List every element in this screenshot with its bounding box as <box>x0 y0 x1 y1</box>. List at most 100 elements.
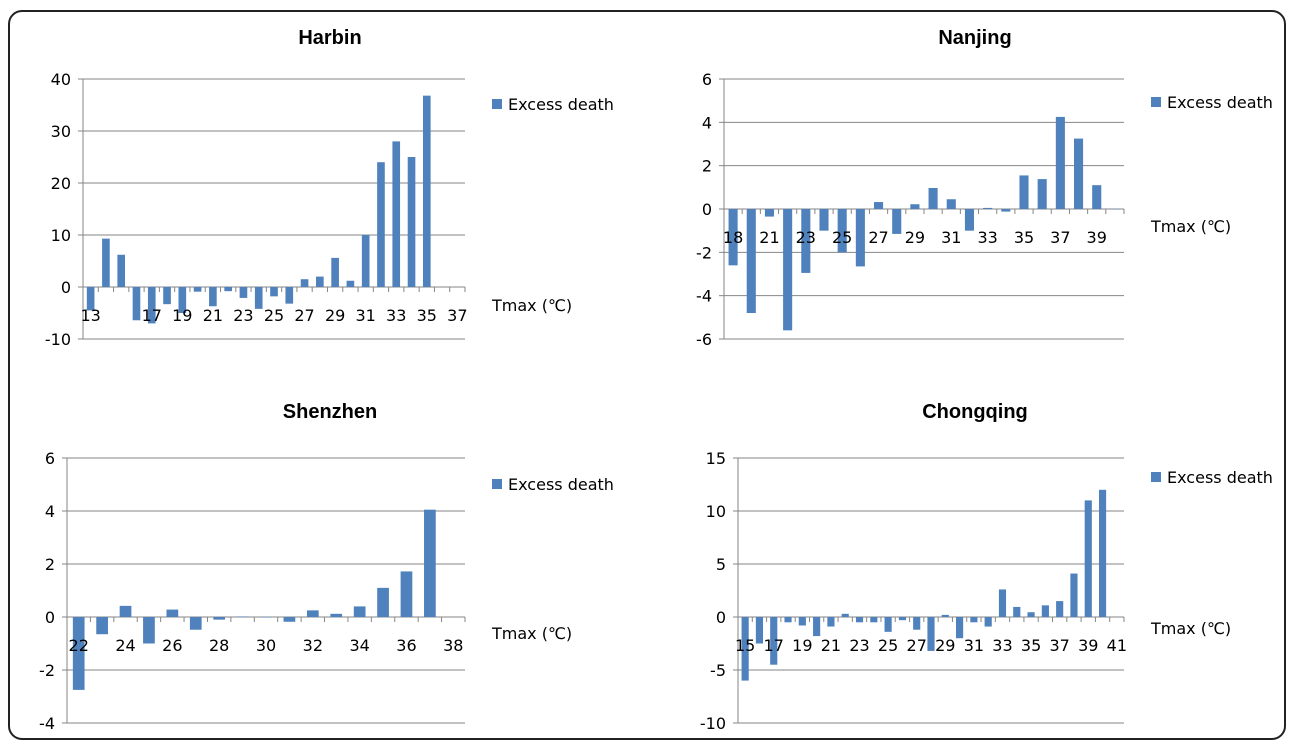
x-tick-label: 25 <box>832 228 852 247</box>
bar <box>746 209 756 313</box>
x-tick-label: 18 <box>723 228 743 247</box>
bar <box>270 287 278 297</box>
bar <box>236 616 249 617</box>
bar <box>316 276 324 287</box>
x-tick-label: 26 <box>162 636 182 655</box>
x-tick-label: 37 <box>1050 228 1070 247</box>
x-tick-label: 36 <box>396 636 416 655</box>
x-tick-label: 39 <box>1087 228 1107 247</box>
bar <box>819 209 829 231</box>
x-tick-label: 27 <box>907 636 927 655</box>
bar <box>755 617 764 644</box>
bar <box>783 209 793 331</box>
bar <box>117 254 126 287</box>
y-tick-label: 0 <box>716 608 726 627</box>
bar <box>1027 612 1035 617</box>
bar <box>102 238 110 287</box>
bar <box>870 617 878 623</box>
x-axis-title: Tmax (℃) <box>1150 619 1231 638</box>
x-tick-label: 41 <box>1107 636 1127 655</box>
y-tick-label: 20 <box>51 174 71 193</box>
legend: Excess death <box>492 475 614 494</box>
legend-swatch <box>492 479 502 489</box>
bar <box>910 204 920 209</box>
legend: Excess death <box>1151 468 1273 487</box>
bar <box>837 209 847 253</box>
x-axis-title: Tmax (℃) <box>491 624 572 643</box>
y-tick-label: -4 <box>39 714 55 733</box>
bar <box>798 617 806 626</box>
x-tick-label: 29 <box>325 306 345 325</box>
bar <box>283 617 296 622</box>
bar <box>193 287 202 292</box>
bar <box>927 617 935 651</box>
bar <box>983 207 993 209</box>
y-tick-label: 6 <box>45 449 55 468</box>
bar <box>209 287 217 307</box>
bar <box>132 287 141 321</box>
bar <box>827 617 835 627</box>
bar <box>163 287 171 305</box>
x-tick-label: 37 <box>1049 636 1069 655</box>
x-tick-label: 33 <box>992 636 1012 655</box>
y-tick-label: 2 <box>702 157 712 176</box>
bar <box>189 617 202 630</box>
bar <box>1070 573 1078 617</box>
x-tick-label: 28 <box>209 636 229 655</box>
bar <box>213 617 226 620</box>
chart-title: Harbin <box>298 27 361 49</box>
chart-title: Nanjing <box>938 27 1011 49</box>
y-tick-label: 10 <box>51 226 71 245</box>
x-tick-label: 29 <box>905 228 925 247</box>
bar <box>1019 175 1029 209</box>
y-tick-label: 0 <box>61 278 71 297</box>
bar <box>330 613 343 617</box>
y-tick-label: 30 <box>51 122 71 141</box>
bar <box>1074 138 1084 209</box>
chart-title: Chongqing <box>922 401 1028 423</box>
bar <box>306 610 319 617</box>
y-tick-label: 5 <box>716 555 726 574</box>
x-tick-label: 38 <box>443 636 463 655</box>
bar <box>801 209 811 273</box>
y-tick-label: 2 <box>45 555 55 574</box>
bar <box>422 95 431 287</box>
bar <box>96 617 108 635</box>
x-tick-label: 21 <box>759 228 779 247</box>
bar <box>392 141 401 287</box>
bar <box>998 589 1007 617</box>
y-tick-label: -10 <box>700 714 726 733</box>
bar <box>143 617 155 644</box>
bar <box>424 509 436 617</box>
bar <box>898 617 906 621</box>
x-tick-label: 34 <box>349 636 369 655</box>
legend-label: Excess death <box>1167 468 1273 487</box>
bar <box>1098 489 1107 617</box>
bar <box>331 257 339 287</box>
x-tick-label: 35 <box>417 306 437 325</box>
x-tick-label: 21 <box>203 306 223 325</box>
legend-swatch <box>1151 97 1161 107</box>
y-tick-label: -2 <box>39 661 55 680</box>
x-tick-label: 31 <box>964 636 984 655</box>
bar <box>400 571 413 617</box>
legend-swatch <box>1151 472 1161 482</box>
chart-shenzhen: Shenzhen 6 4 2 0 -2 -4 22 24 26 28 30 32 34 36 38 Tmax (… <box>39 401 614 733</box>
x-tick-label: 37 <box>447 306 467 325</box>
bar <box>407 157 416 287</box>
x-tick-label: 31 <box>356 306 376 325</box>
bar <box>285 287 294 304</box>
chart-harbin: Harbin 40 30 20 10 0 -10 13 17 19 21 23 25 27 29 31 33 35… <box>45 27 614 349</box>
bar <box>119 605 132 617</box>
legend: Excess death <box>492 95 614 114</box>
bar <box>813 617 821 637</box>
bar <box>300 279 309 287</box>
y-tick-label: 4 <box>45 502 55 521</box>
y-tick-label: -6 <box>696 330 712 349</box>
x-tick-label: 17 <box>142 306 162 325</box>
chart-title: Shenzhen <box>283 401 377 423</box>
bar <box>1092 185 1102 209</box>
chart-nanjing: Nanjing 6 4 2 0 -2 -4 -6 18 21 23 25 27 29 31 33 35 37 39 T… <box>696 27 1273 349</box>
x-tick-label: 27 <box>294 306 314 325</box>
y-tick-label: 40 <box>51 70 71 89</box>
